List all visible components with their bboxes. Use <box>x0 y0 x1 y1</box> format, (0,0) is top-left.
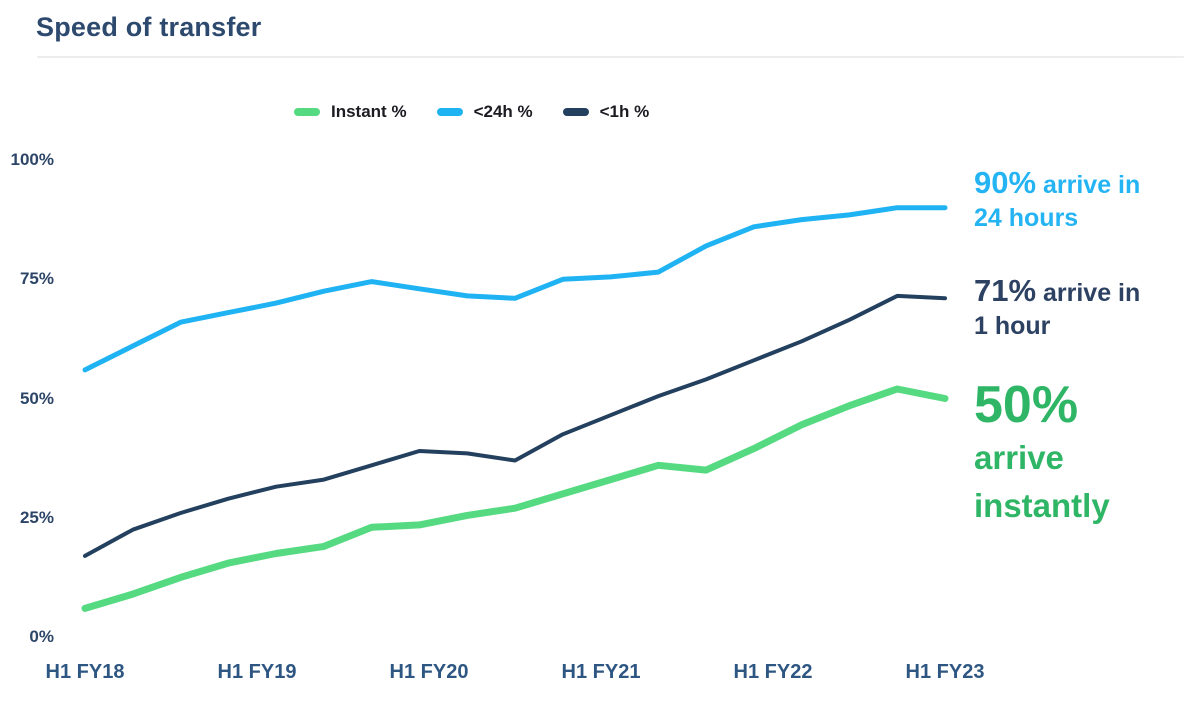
legend-item-2: <1h % <box>562 102 650 122</box>
annotation-1h-line1: 71% arrive in <box>974 273 1141 308</box>
legend-swatch-icon <box>436 108 463 116</box>
annotation-1h-value: 71% <box>974 273 1037 308</box>
legend-label: Instant % <box>331 102 407 121</box>
annotation-instant-line1: arrive <box>974 439 1064 476</box>
page-title: Speed of transfer <box>36 12 262 42</box>
y-tick-label: 0% <box>29 627 54 646</box>
y-tick-label: 25% <box>19 507 54 527</box>
x-tick-label: H1 FY22 <box>733 661 813 683</box>
y-tick-label: 100% <box>10 150 54 169</box>
annotation-24h: 90% arrive in 24 hours <box>974 166 1140 235</box>
legend-item-0: Instant % <box>294 102 407 122</box>
x-tick-label: H1 FY21 <box>561 661 641 683</box>
legend-swatch-icon <box>294 108 320 116</box>
series-line-1h <box>83 293 947 558</box>
series-line-24h <box>82 205 948 373</box>
legend-swatch-icon <box>562 108 589 116</box>
title-divider <box>37 56 1184 58</box>
annotation-24h-line1: 90% arrive in <box>974 165 1141 200</box>
series-line-instant <box>81 385 949 612</box>
y-tick-label: 50% <box>19 388 54 408</box>
annotation-instant: 50% arrive instantly <box>974 376 1110 530</box>
annotation-1h: 71% arrive in 1 hour <box>974 274 1140 343</box>
annotation-24h-line2: 24 hours <box>974 204 1079 232</box>
annotation-instant-value: 50% <box>974 376 1079 434</box>
x-tick-label: H1 FY18 <box>45 661 125 683</box>
y-tick-label: 75% <box>19 269 54 289</box>
x-tick-label: H1 FY23 <box>905 661 985 683</box>
legend-item-1: <24h % <box>436 102 533 122</box>
legend-label: <1h % <box>599 102 650 121</box>
x-tick-label: H1 FY20 <box>389 661 469 683</box>
chart-legend: Instant % <24h % <1h % <box>294 102 649 122</box>
annotation-instant-line2: instantly <box>974 487 1110 524</box>
annotation-24h-value: 90% <box>974 165 1037 200</box>
annotation-1h-line2: 1 hour <box>974 312 1051 340</box>
legend-label: <24h % <box>473 102 533 121</box>
x-tick-label: H1 FY19 <box>217 661 297 683</box>
